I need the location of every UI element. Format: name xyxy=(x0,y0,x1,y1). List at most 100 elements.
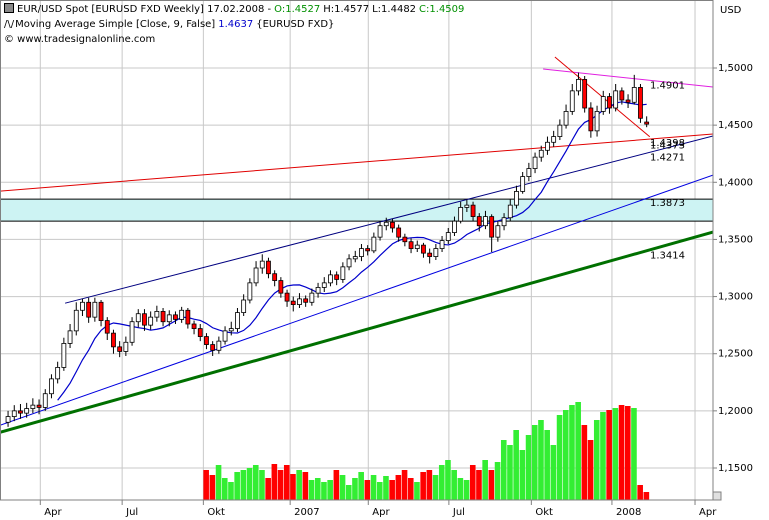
candle-body xyxy=(80,301,85,311)
candle-body xyxy=(297,298,302,305)
volume-bar xyxy=(259,470,265,500)
candle-body xyxy=(520,176,526,192)
candle-body xyxy=(545,141,550,151)
series-title: EUR/USD Spot [EURUSD FXD Weekly] 17.02.2… xyxy=(17,4,272,15)
candle-body xyxy=(284,292,290,302)
candle-body xyxy=(470,204,476,217)
trendline-label: 1.4271 xyxy=(650,152,685,163)
volume-bar xyxy=(426,470,433,500)
candle-body xyxy=(259,260,265,269)
volume-bar xyxy=(228,482,234,500)
x-tick-label: 2007 xyxy=(294,507,319,518)
volume-bar xyxy=(370,475,377,500)
indicator-icon: /\/ xyxy=(4,19,15,30)
volume-bar xyxy=(637,485,643,500)
volume-bar xyxy=(414,482,420,500)
candle-body xyxy=(631,87,637,103)
candle-body xyxy=(166,314,172,323)
volume-bar xyxy=(550,445,557,500)
candle-body xyxy=(55,367,61,380)
volume-bar xyxy=(562,410,569,500)
y-tick-label: 1,2000 xyxy=(718,406,753,417)
candle-body xyxy=(309,292,315,303)
y-tick-label: 1,2500 xyxy=(718,349,753,360)
volume-bar xyxy=(581,425,588,500)
x-tick-label: Apr xyxy=(372,507,390,518)
candle-body xyxy=(414,244,420,249)
trendline xyxy=(0,133,713,192)
candle-body xyxy=(396,227,402,238)
series-icon xyxy=(4,3,14,13)
candle-body xyxy=(464,204,470,208)
candle-body xyxy=(321,282,327,288)
volume-bar xyxy=(482,460,488,500)
candle-body xyxy=(576,79,581,92)
volume-bar xyxy=(488,470,495,500)
volume-bar xyxy=(234,472,240,500)
support-band xyxy=(0,199,713,222)
candle-body xyxy=(92,301,98,318)
volume-bar xyxy=(469,465,476,500)
candle-body xyxy=(104,320,110,334)
y-tick-label: 1,5000 xyxy=(718,63,753,74)
y-axis-label: USD xyxy=(720,5,742,16)
candle-body xyxy=(359,248,364,257)
trendline-label: 1.3414 xyxy=(650,250,685,261)
volume-bar xyxy=(283,465,290,500)
candle-body xyxy=(328,274,333,284)
trendline-label: 1.4901 xyxy=(650,80,685,91)
axis-layer: 1,1500 1,2000 1,2500 1,3000 1,3500 1,4000 1,45… xyxy=(39,63,753,518)
volume-bar xyxy=(302,472,309,500)
candle-body xyxy=(613,90,619,109)
candle-body xyxy=(210,344,216,351)
candle-body xyxy=(538,149,544,158)
volume-bar xyxy=(420,472,426,500)
volume-bar xyxy=(445,460,451,500)
header-line: EUR/USD Spot [EURUSD FXD Weekly] 17.02.2… xyxy=(4,2,470,17)
candle-body xyxy=(42,393,48,408)
candle-body xyxy=(24,408,30,414)
volume-bar xyxy=(407,478,414,500)
volume-bar xyxy=(246,468,253,500)
indicator-source: {EURUSD FXD} xyxy=(256,19,335,30)
scroll-button[interactable] xyxy=(712,491,722,501)
candle-body xyxy=(253,267,259,284)
chart-header: EUR/USD Spot [EURUSD FXD Weekly] 17.02.2… xyxy=(4,2,470,47)
volume-bar xyxy=(519,450,526,500)
volume-bar xyxy=(432,475,439,500)
candle-body xyxy=(619,90,625,101)
candle-body xyxy=(30,404,36,409)
candle-body xyxy=(154,311,160,318)
candle-body xyxy=(582,79,588,109)
candle-body xyxy=(61,343,67,368)
volume-bar xyxy=(203,470,209,500)
candle-body xyxy=(148,316,154,326)
volume-bar xyxy=(308,480,315,500)
volume-bar xyxy=(494,462,501,500)
candle-body xyxy=(421,244,426,254)
candle-body xyxy=(445,232,451,241)
candle-body xyxy=(278,280,284,294)
candle-body xyxy=(607,96,612,109)
volume-bar xyxy=(327,480,333,500)
plot-area xyxy=(0,0,713,500)
volume-bar xyxy=(252,465,259,500)
candle-body xyxy=(514,191,519,206)
candle-body xyxy=(563,111,569,126)
candle-body xyxy=(594,111,600,132)
y-tick-label: 1,4500 xyxy=(718,120,753,131)
volume-bar xyxy=(345,485,352,500)
volume-bar xyxy=(265,478,271,500)
candle-body xyxy=(625,99,631,103)
candle-body xyxy=(315,287,321,294)
candle-body xyxy=(216,340,222,351)
y-tick-label: 1,3000 xyxy=(718,292,753,303)
candle-body xyxy=(340,266,346,280)
volume-bar xyxy=(513,430,519,500)
trendline xyxy=(0,230,713,434)
volume-bar xyxy=(321,482,327,500)
candle-body xyxy=(86,301,92,318)
indicator-value: 1.4637 xyxy=(218,19,254,30)
y-tick-label: 1,4000 xyxy=(718,177,753,188)
volume-bar xyxy=(569,405,575,500)
